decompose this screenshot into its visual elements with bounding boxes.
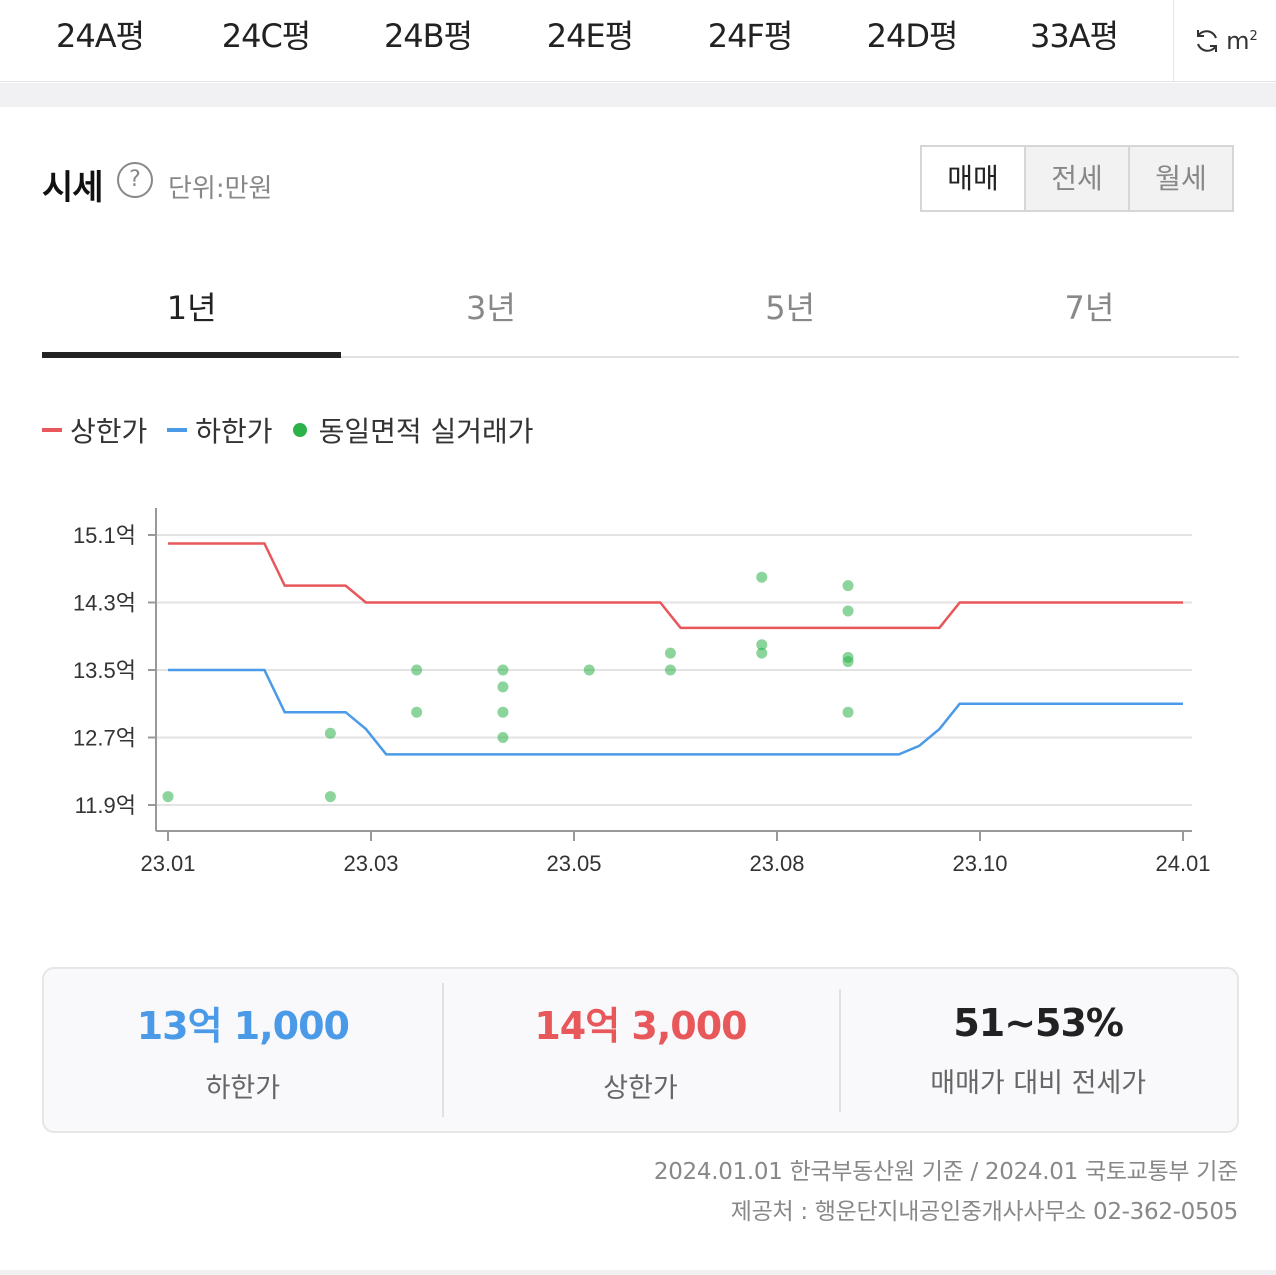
- provider-note: 제공처 : 행운단지내공인중개사사무소 02-362-0505: [730, 1199, 1239, 1225]
- tab-period-3y[interactable]: 3년: [465, 289, 516, 327]
- upper-limit-line: [168, 542, 1183, 630]
- summary-value: 13억 1,000: [136, 1004, 350, 1048]
- price-chart: 15.1억 14.3억 13.5억 12.7억 11.9억 23.01 23.03 23.05…: [0, 480, 1276, 900]
- summary-label: 상한가: [603, 1073, 678, 1104]
- period-tabs: 1년 3년 5년 7년: [42, 270, 1239, 358]
- trade-point: [583, 664, 595, 676]
- summary-value: 51~53%: [953, 1000, 1124, 1045]
- tab-area-type[interactable]: 24E평: [546, 17, 634, 55]
- legend-label: 상한가: [70, 415, 148, 448]
- trade-point: [324, 791, 336, 803]
- legend-swatch-lower: [167, 428, 188, 432]
- x-tick-label: 23.05: [546, 851, 601, 876]
- unit-label: m2: [1226, 27, 1258, 55]
- trade-point: [664, 647, 676, 659]
- unit-text: 단위:만원: [168, 174, 273, 204]
- x-tick-label: 23.08: [749, 851, 804, 876]
- legend-swatch-trade: [292, 423, 307, 437]
- chart-legend: 상한가 하한가 동일면적 실거래가: [42, 410, 554, 450]
- price-summary: 13억 1,000 하한가 14억 3,000 상한가 51~53% 매매가 대…: [42, 967, 1239, 1133]
- tab-period-5y[interactable]: 5년: [765, 289, 816, 327]
- refresh-icon: [1197, 30, 1218, 52]
- x-tick-label: 24.01: [1155, 851, 1210, 876]
- trade-point: [842, 580, 854, 592]
- legend-item-upper: 상한가: [42, 410, 147, 450]
- trade-point: [842, 605, 854, 617]
- x-tick-label: 23.10: [952, 851, 1007, 876]
- summary-label: 하한가: [205, 1073, 281, 1104]
- trade-point: [162, 791, 174, 803]
- trade-point: [664, 664, 676, 676]
- deal-type-sale-button[interactable]: 매매: [922, 147, 1024, 210]
- trade-point: [497, 706, 509, 718]
- trade-point: [411, 706, 423, 718]
- deal-type-monthly-button[interactable]: 월세: [1128, 147, 1232, 210]
- trade-point: [324, 727, 336, 739]
- data-source-note: 2024.01.01 한국부동산원 기준 / 2024.01 국토교통부 기준: [653, 1159, 1238, 1185]
- summary-ratio: 51~53% 매매가 대비 전세가: [839, 988, 1237, 1112]
- section-title: 시세: [42, 168, 104, 208]
- area-type-tabs: 24A평 24C평 24B평 24E평 24F평 24D평 33A평 m2: [0, 0, 1276, 82]
- legend-item-lower: 하한가: [167, 410, 273, 450]
- summary-lower: 13억 1,000 하한가: [44, 995, 442, 1105]
- y-tick-label: 15.1억: [73, 523, 136, 548]
- lower-limit-line: [168, 668, 1183, 756]
- trade-point: [842, 706, 854, 718]
- tab-area-type[interactable]: 24D평: [866, 17, 959, 55]
- tab-area-type[interactable]: 33A평: [1029, 17, 1119, 55]
- tab-area-type[interactable]: 24B평: [383, 17, 473, 55]
- trade-point: [411, 664, 423, 676]
- legend-item-trade: 동일면적 실거래가: [292, 410, 534, 450]
- legend-label: 하한가: [195, 415, 273, 448]
- trade-point: [497, 664, 509, 676]
- x-tick-label: 23.03: [343, 851, 398, 876]
- trade-point: [497, 681, 509, 693]
- trade-point: [756, 639, 768, 651]
- legend-label: 동일면적 실거래가: [318, 415, 534, 448]
- price-chart-svg: 15.1억 14.3억 13.5억 12.7억 11.9억 23.01 23.03 23.05…: [73, 508, 1211, 876]
- summary-label: 매매가 대비 전세가: [930, 1067, 1147, 1099]
- trade-point: [756, 647, 768, 659]
- tab-area-type[interactable]: 24A평: [55, 17, 145, 55]
- y-tick-label: 14.3억: [73, 591, 136, 616]
- summary-value: 14억 3,000: [534, 1004, 747, 1048]
- x-tick-label: 23.01: [140, 851, 195, 876]
- bottom-divider: [0, 1270, 1276, 1275]
- tab-area-type[interactable]: 24C평: [221, 17, 312, 55]
- help-icon[interactable]: ?: [117, 162, 153, 198]
- tab-area-type[interactable]: 24F평: [707, 17, 794, 55]
- trade-point: [756, 571, 768, 583]
- deal-type-toggle: 매매 전세 월세: [920, 145, 1234, 212]
- summary-upper: 14억 3,000 상한가: [441, 983, 840, 1117]
- trade-point: [497, 732, 509, 743]
- y-tick-label: 13.5억: [73, 658, 136, 683]
- section-divider: [0, 83, 1276, 107]
- y-tick-label: 11.9억: [75, 793, 136, 818]
- trade-point: [842, 656, 854, 668]
- tab-period-7y[interactable]: 7년: [1064, 289, 1115, 327]
- tab-period-1y[interactable]: 1년: [42, 270, 342, 358]
- deal-type-jeonse-button[interactable]: 전세: [1024, 147, 1128, 210]
- y-tick-label: 12.7억: [73, 726, 136, 751]
- legend-swatch-upper: [42, 428, 62, 432]
- unit-toggle-button[interactable]: m2: [1173, 0, 1276, 82]
